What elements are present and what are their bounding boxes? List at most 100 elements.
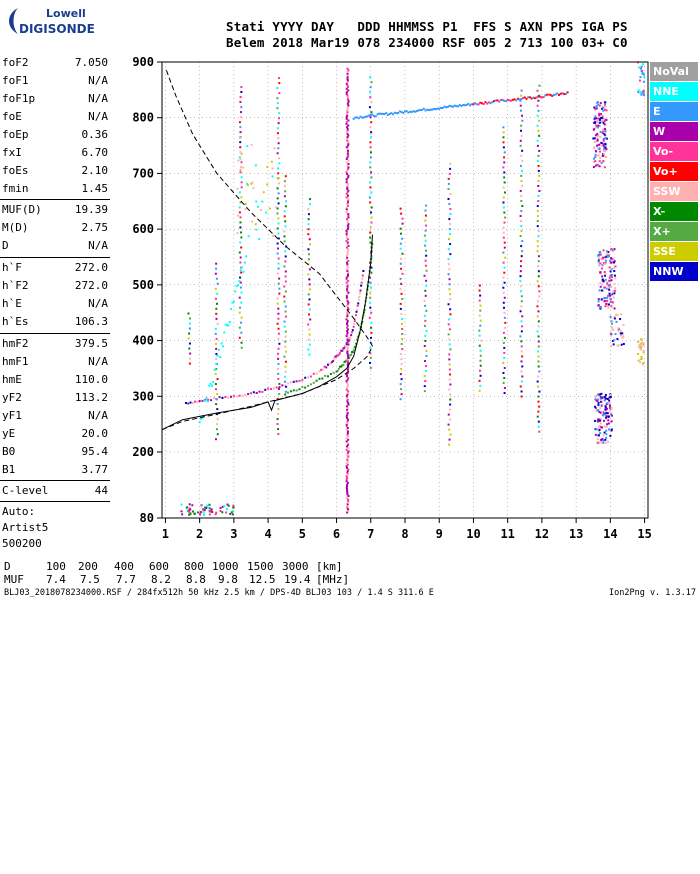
echo-point — [369, 281, 372, 284]
echo-point — [399, 353, 402, 356]
muf-value: 7.4 — [46, 573, 66, 586]
echo-point — [425, 279, 428, 282]
o-trace-point — [272, 387, 275, 390]
echo-point — [425, 309, 428, 312]
echo-point — [345, 91, 348, 94]
echo-point — [537, 164, 540, 167]
echo-point — [240, 321, 243, 324]
echo-point — [250, 182, 253, 185]
echo-point — [400, 312, 403, 315]
echo-point — [613, 266, 616, 269]
echo-point — [347, 142, 350, 145]
echo-point — [602, 109, 605, 112]
x-trace-point — [284, 393, 287, 396]
echo-point — [347, 154, 350, 157]
echo-point — [592, 166, 595, 169]
echo-point — [610, 300, 613, 303]
echo-point — [502, 141, 505, 144]
echo-point — [603, 399, 606, 402]
echo-point — [346, 316, 349, 319]
echo-point — [347, 134, 350, 137]
muf-d-value: 1500 — [247, 560, 274, 573]
o-trace-point — [360, 284, 363, 287]
echo-point — [597, 398, 600, 401]
echo-point — [346, 243, 349, 246]
echo-point — [613, 248, 616, 251]
echo-point — [347, 176, 350, 179]
second-hop-point — [410, 110, 413, 113]
echo-point — [605, 148, 608, 151]
x-tick-label: 1 — [162, 527, 169, 541]
legend-sse: SSE — [650, 242, 698, 261]
second-hop-point — [383, 113, 386, 116]
x-trace-point — [318, 377, 321, 380]
echo-point — [520, 124, 523, 127]
echo-point — [346, 378, 349, 381]
echo-point — [639, 343, 642, 346]
muf-value: 12.5 — [249, 573, 276, 586]
echo-point — [346, 471, 349, 474]
second-hop-point — [424, 109, 427, 112]
echo-point — [191, 504, 194, 507]
o-trace-point — [357, 298, 360, 301]
echo-point — [240, 116, 243, 119]
echo-point — [447, 423, 450, 426]
echo-point — [609, 331, 612, 334]
echo-point — [216, 423, 219, 426]
echo-point — [609, 394, 612, 397]
echo-point — [277, 352, 280, 355]
echo-point — [639, 76, 642, 79]
echo-point — [345, 281, 348, 284]
echo-point — [593, 140, 596, 143]
echo-point — [502, 361, 505, 364]
echo-point — [503, 316, 506, 319]
echo-point — [502, 261, 505, 264]
echo-point — [346, 315, 349, 318]
echo-point — [502, 301, 505, 304]
echo-point — [503, 221, 506, 224]
echo-point — [604, 408, 607, 411]
second-hop-point — [508, 99, 511, 102]
echo-point — [594, 156, 597, 159]
echo-point — [520, 154, 523, 157]
echo-point — [277, 357, 280, 360]
echo-point — [238, 311, 241, 314]
o-trace-point — [232, 395, 235, 398]
second-hop-point — [487, 101, 490, 104]
second-hop-point — [445, 106, 448, 109]
echo-point — [345, 236, 348, 239]
echo-point — [537, 179, 540, 182]
echo-point — [519, 290, 522, 293]
echo-point — [614, 333, 617, 336]
echo-point — [604, 397, 607, 400]
echo-point — [369, 76, 372, 79]
echo-point — [238, 251, 241, 254]
echo-point — [608, 396, 611, 399]
echo-point — [502, 341, 505, 344]
echo-point — [346, 331, 349, 334]
echo-point — [277, 257, 280, 260]
echo-point — [284, 370, 287, 373]
echo-point — [597, 124, 600, 127]
echo-point — [345, 341, 348, 344]
echo-point — [447, 177, 450, 180]
echo-point — [345, 231, 348, 234]
echo-point — [592, 121, 595, 124]
param-foEs: foEs 2.10 — [2, 164, 108, 177]
oblique-echo-point — [215, 362, 218, 365]
echo-point — [622, 324, 625, 327]
echo-point — [520, 179, 523, 182]
echo-point — [346, 313, 349, 316]
echo-point — [613, 289, 616, 292]
echo-point — [231, 513, 234, 516]
echo-point — [520, 260, 523, 263]
oblique-echo-point — [202, 415, 205, 418]
echo-point — [370, 271, 373, 274]
second-hop-point — [532, 96, 535, 99]
echo-point — [346, 303, 349, 306]
o-trace-point — [298, 379, 301, 382]
echo-point — [605, 407, 608, 410]
echo-point — [307, 233, 310, 236]
echo-point — [598, 254, 601, 257]
echo-point — [641, 72, 644, 75]
